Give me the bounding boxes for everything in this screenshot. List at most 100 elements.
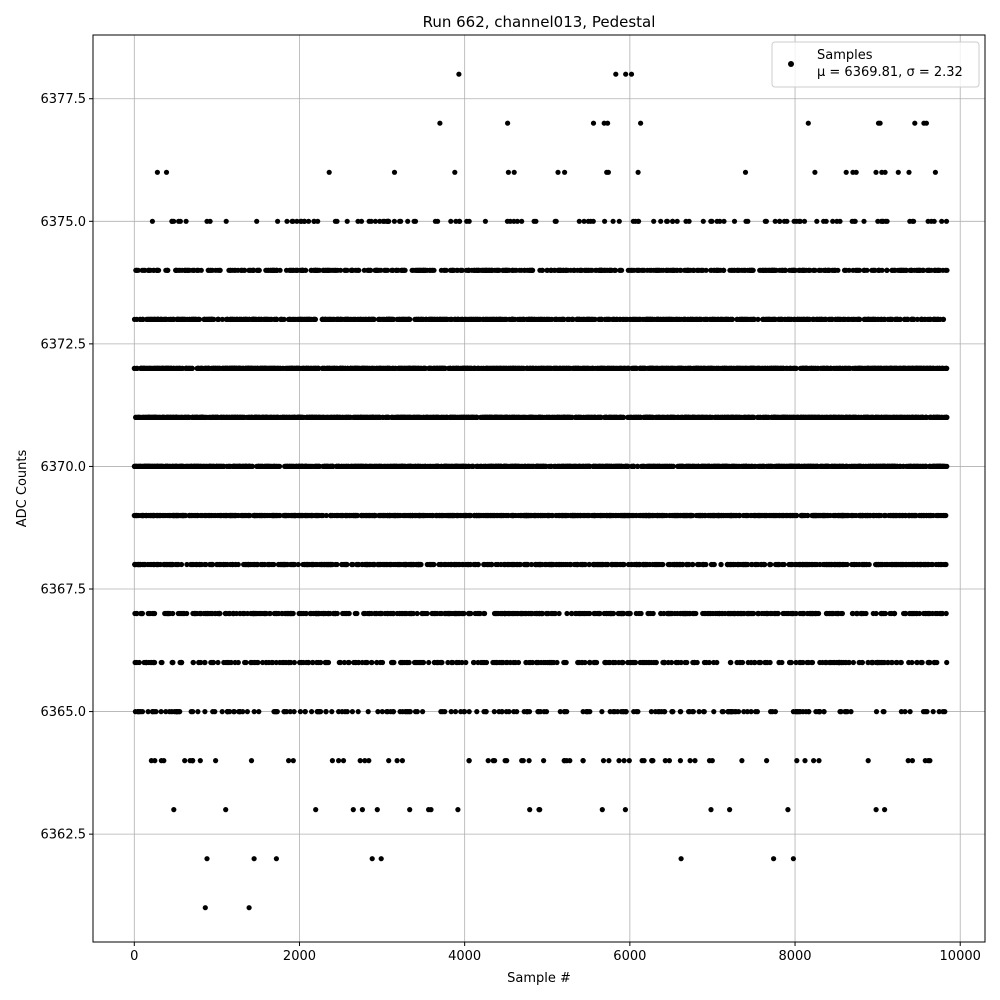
data-point xyxy=(535,512,542,519)
data-point xyxy=(736,709,742,715)
data-point xyxy=(633,610,639,617)
data-point xyxy=(355,709,361,715)
data-point xyxy=(785,807,791,813)
data-point xyxy=(426,807,432,813)
data-point xyxy=(202,561,208,568)
data-point xyxy=(171,709,177,715)
data-point xyxy=(315,659,322,666)
data-point xyxy=(323,709,329,715)
data-point xyxy=(323,512,329,519)
data-point xyxy=(666,758,673,764)
data-point xyxy=(694,561,701,568)
data-point xyxy=(898,659,904,666)
data-point xyxy=(290,463,296,469)
data-point xyxy=(572,610,579,617)
data-point xyxy=(241,463,247,469)
data-point xyxy=(145,610,151,617)
data-point xyxy=(336,659,342,666)
data-point xyxy=(488,463,494,469)
data-point xyxy=(612,463,618,469)
data-point xyxy=(158,659,164,666)
data-point xyxy=(905,758,911,764)
data-point xyxy=(443,463,449,469)
data-point xyxy=(684,512,690,519)
data-point xyxy=(902,610,908,617)
data-point xyxy=(410,512,416,519)
data-point xyxy=(585,512,591,519)
data-point xyxy=(273,463,279,469)
data-point xyxy=(744,512,750,519)
data-point xyxy=(554,659,560,666)
data-point xyxy=(395,561,401,568)
data-point xyxy=(466,758,472,764)
data-point xyxy=(460,610,466,617)
data-point xyxy=(940,709,946,715)
data-point xyxy=(329,463,335,469)
data-point xyxy=(800,659,806,666)
data-point xyxy=(784,610,790,617)
data-point xyxy=(400,709,406,715)
data-point xyxy=(723,512,729,519)
data-point xyxy=(667,561,673,568)
data-point xyxy=(907,709,913,715)
data-point xyxy=(616,659,622,666)
data-point xyxy=(768,512,774,519)
data-point xyxy=(582,561,588,568)
data-point xyxy=(385,561,391,568)
data-point xyxy=(927,758,933,764)
data-point xyxy=(885,561,891,568)
data-point xyxy=(213,758,219,764)
data-point xyxy=(336,709,342,715)
data-point xyxy=(844,561,850,568)
data-point xyxy=(755,610,761,617)
data-point xyxy=(580,758,586,764)
data-point xyxy=(880,659,886,666)
data-point xyxy=(715,463,721,469)
data-point xyxy=(744,709,751,715)
data-point xyxy=(485,758,491,764)
data-point xyxy=(285,610,291,617)
data-point xyxy=(926,512,932,519)
data-point xyxy=(668,659,675,666)
data-point xyxy=(606,758,612,764)
data-point xyxy=(213,463,220,469)
data-point xyxy=(623,463,630,469)
data-point xyxy=(255,610,261,617)
data-point xyxy=(392,512,398,519)
data-point xyxy=(288,659,294,666)
data-point xyxy=(810,463,816,469)
data-point xyxy=(385,610,391,617)
data-point xyxy=(673,659,679,666)
data-point xyxy=(375,561,381,568)
data-point xyxy=(920,463,927,469)
data-point xyxy=(810,512,816,519)
data-point xyxy=(918,561,924,568)
data-point xyxy=(535,659,542,666)
data-point xyxy=(324,659,330,666)
data-point xyxy=(428,512,434,519)
data-point xyxy=(586,463,592,469)
data-point xyxy=(149,610,155,617)
data-point xyxy=(727,807,733,813)
data-point xyxy=(718,561,724,568)
data-point xyxy=(656,463,662,469)
data-point xyxy=(449,659,455,666)
data-point xyxy=(913,610,920,617)
data-point xyxy=(716,512,722,519)
data-point xyxy=(865,758,871,764)
data-point xyxy=(211,512,217,519)
data-point xyxy=(873,807,879,813)
data-point xyxy=(821,709,827,715)
data-point xyxy=(426,659,432,666)
data-point xyxy=(616,758,622,764)
data-point xyxy=(403,512,409,519)
data-point xyxy=(748,709,754,715)
data-point xyxy=(526,758,532,764)
data-point xyxy=(447,512,453,519)
data-point xyxy=(473,512,479,519)
data-point xyxy=(390,610,396,617)
data-point xyxy=(256,709,262,715)
data-point xyxy=(246,905,252,911)
data-point xyxy=(273,659,279,666)
data-point xyxy=(551,610,557,617)
